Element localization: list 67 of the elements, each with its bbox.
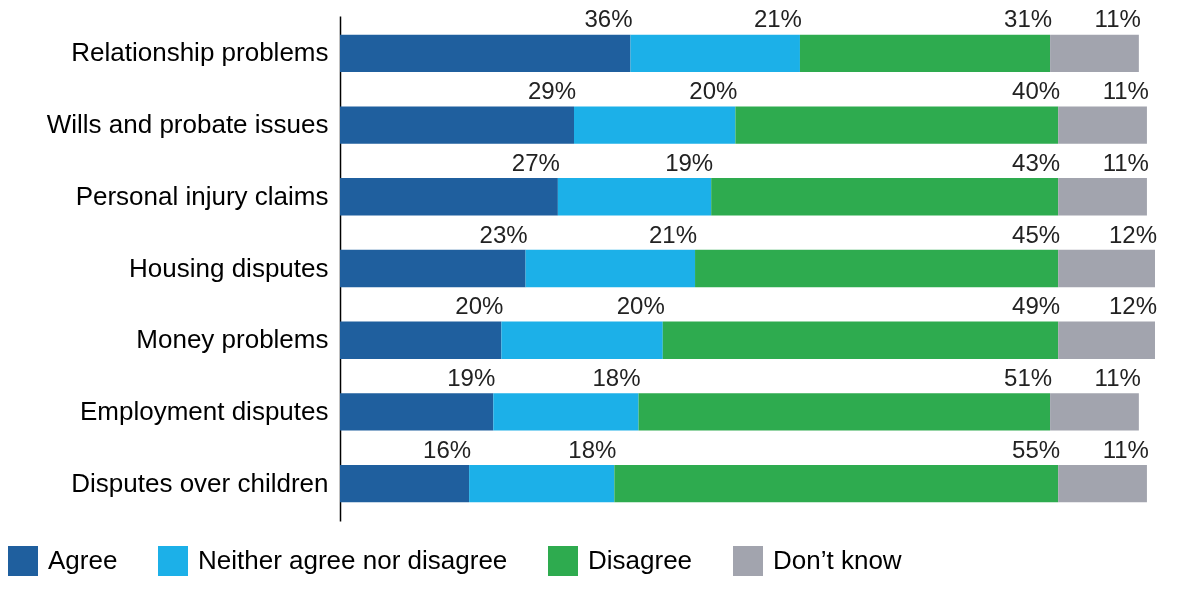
bar — [1050, 393, 1139, 431]
bar — [469, 465, 615, 503]
bar — [340, 393, 494, 431]
data-label: 27% — [511, 148, 560, 176]
data-label: 12% — [1108, 292, 1157, 320]
y-tick-label: Wills and probate issues — [46, 109, 329, 140]
bar — [1058, 321, 1155, 359]
bar — [557, 178, 712, 216]
data-label: 21% — [753, 5, 802, 33]
bar — [1058, 249, 1155, 288]
bar — [501, 321, 663, 359]
data-label: 51% — [1004, 363, 1053, 391]
y-tick-label: Money problems — [136, 324, 329, 355]
data-label: 12% — [1108, 220, 1157, 248]
data-label: 18% — [592, 363, 641, 391]
data-label: 11% — [1102, 77, 1149, 105]
y-tick-label: Disputes over children — [71, 467, 329, 498]
data-label: 11% — [1102, 435, 1149, 463]
bar — [493, 393, 639, 431]
bar — [340, 321, 502, 359]
legend-label: Don’t know — [773, 545, 902, 575]
bar — [340, 106, 575, 144]
bar — [662, 321, 1059, 359]
data-label: 45% — [1012, 220, 1061, 248]
data-label: 11% — [1102, 148, 1149, 176]
bar — [340, 465, 470, 503]
bar — [574, 106, 736, 144]
legend-label: Disagree — [588, 545, 693, 575]
bar — [1058, 178, 1147, 216]
data-label: 49% — [1012, 292, 1061, 320]
data-label: 55% — [1012, 435, 1061, 463]
data-label: 16% — [423, 435, 472, 463]
bar — [1050, 34, 1139, 72]
bar — [525, 249, 696, 288]
data-label: 40% — [1012, 77, 1061, 105]
bar — [711, 178, 1059, 216]
bar — [799, 34, 1051, 72]
legend-label: Neither agree nor disagree — [198, 545, 508, 575]
data-label: 43% — [1012, 148, 1061, 176]
bar — [340, 249, 526, 288]
data-label: 20% — [616, 292, 665, 320]
bar — [695, 249, 1059, 288]
y-tick-label: Housing disputes — [129, 252, 329, 283]
bar — [638, 393, 1051, 431]
bar — [1058, 465, 1147, 503]
data-label: 29% — [527, 77, 577, 105]
y-tick-label: Personal injury claims — [75, 180, 329, 211]
data-label: 36% — [584, 5, 633, 33]
data-label: 18% — [568, 435, 617, 463]
legend-label: Agree — [48, 545, 118, 575]
data-label: 20% — [455, 292, 504, 320]
data-label: 21% — [649, 220, 698, 248]
y-tick-label: Employment disputes — [79, 395, 329, 426]
data-label: 11% — [1094, 363, 1141, 391]
data-label: 23% — [479, 220, 528, 248]
data-label: 19% — [665, 148, 714, 176]
bar — [630, 34, 800, 72]
bar — [340, 34, 631, 72]
data-label: 31% — [1004, 5, 1053, 33]
data-label: 20% — [689, 77, 738, 105]
y-tick-label: Relationship problems — [71, 37, 329, 68]
data-label: 11% — [1094, 5, 1141, 33]
bar — [735, 106, 1059, 144]
bar — [614, 465, 1059, 503]
bar — [340, 178, 558, 216]
data-label: 19% — [447, 363, 496, 391]
bar — [1058, 106, 1147, 144]
